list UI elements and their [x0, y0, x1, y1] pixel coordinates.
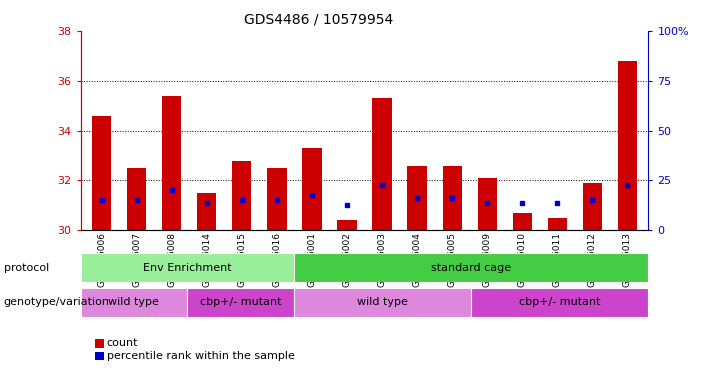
- Text: genotype/variation: genotype/variation: [4, 297, 109, 308]
- Text: wild type: wild type: [109, 297, 159, 308]
- Bar: [547, 218, 567, 230]
- Bar: [197, 193, 217, 230]
- Text: cbp+/- mutant: cbp+/- mutant: [519, 297, 601, 308]
- Bar: [302, 148, 322, 230]
- Text: cbp+/- mutant: cbp+/- mutant: [200, 297, 281, 308]
- Bar: [127, 168, 147, 230]
- Text: Env Enrichment: Env Enrichment: [143, 263, 231, 273]
- Text: count: count: [107, 338, 138, 348]
- Bar: [294, 288, 471, 317]
- Bar: [583, 183, 602, 230]
- Bar: [372, 98, 392, 230]
- Bar: [81, 253, 294, 282]
- Bar: [407, 166, 427, 230]
- Title: GDS4486 / 10579954: GDS4486 / 10579954: [245, 13, 394, 27]
- Bar: [294, 253, 648, 282]
- Bar: [337, 220, 357, 230]
- Bar: [92, 116, 111, 230]
- Bar: [187, 288, 294, 317]
- Bar: [442, 166, 462, 230]
- Bar: [512, 213, 532, 230]
- Bar: [232, 161, 252, 230]
- Bar: [81, 288, 187, 317]
- Bar: [267, 168, 287, 230]
- Text: protocol: protocol: [4, 263, 49, 273]
- Bar: [477, 178, 497, 230]
- Text: wild type: wild type: [357, 297, 408, 308]
- Text: standard cage: standard cage: [431, 263, 511, 273]
- Bar: [471, 288, 648, 317]
- Text: percentile rank within the sample: percentile rank within the sample: [107, 351, 294, 361]
- Bar: [618, 61, 637, 230]
- Bar: [162, 96, 182, 230]
